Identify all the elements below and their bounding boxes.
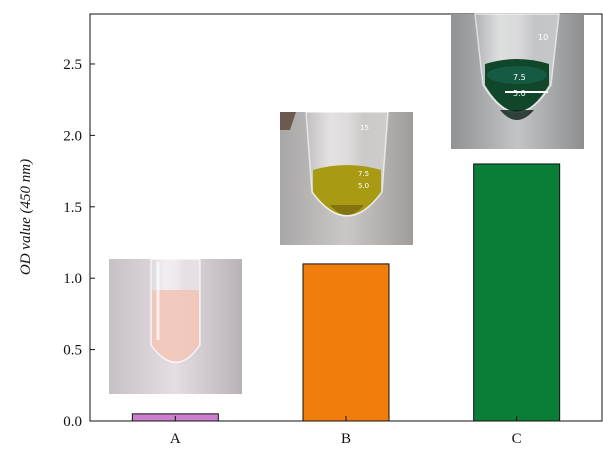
- y-tick-label: 0.5: [63, 343, 82, 359]
- y-tick-label: 1.5: [63, 200, 82, 216]
- y-axis-title: OD value (450 nm): [18, 159, 34, 275]
- bar-c: [473, 163, 561, 422]
- tube-b-mark-7-5: 7.5: [358, 170, 369, 178]
- tube-c-mark-10: 10: [538, 33, 548, 42]
- y-tick-label: 0.0: [63, 414, 82, 430]
- bar-b: [302, 263, 390, 422]
- tube-b-mark-15: 15: [360, 124, 369, 132]
- y-tick-label: 2.0: [63, 128, 82, 144]
- x-axis-ticks: A B C: [170, 416, 522, 447]
- inset-photo-b: 15 7.5 5.0: [280, 111, 413, 245]
- inset-photo-a: [109, 258, 242, 394]
- tube-c-mark-7-5: 7.5: [513, 73, 526, 82]
- x-tick-label-c: C: [512, 431, 522, 447]
- bars-group: [131, 163, 561, 422]
- y-tick-label: 2.5: [63, 57, 82, 73]
- y-axis-ticks: 0.0 0.5 1.0 1.5 2.0 2.5: [63, 57, 95, 430]
- y-tick-label: 1.0: [63, 271, 82, 287]
- tube-c-mark-5-0: 5.0: [513, 89, 526, 98]
- x-tick-label-b: B: [341, 431, 351, 447]
- x-tick-label-a: A: [170, 431, 181, 447]
- tube-b-mark-5-0: 5.0: [358, 182, 369, 190]
- inset-photo-c: 10 7.5 5.0: [451, 13, 584, 149]
